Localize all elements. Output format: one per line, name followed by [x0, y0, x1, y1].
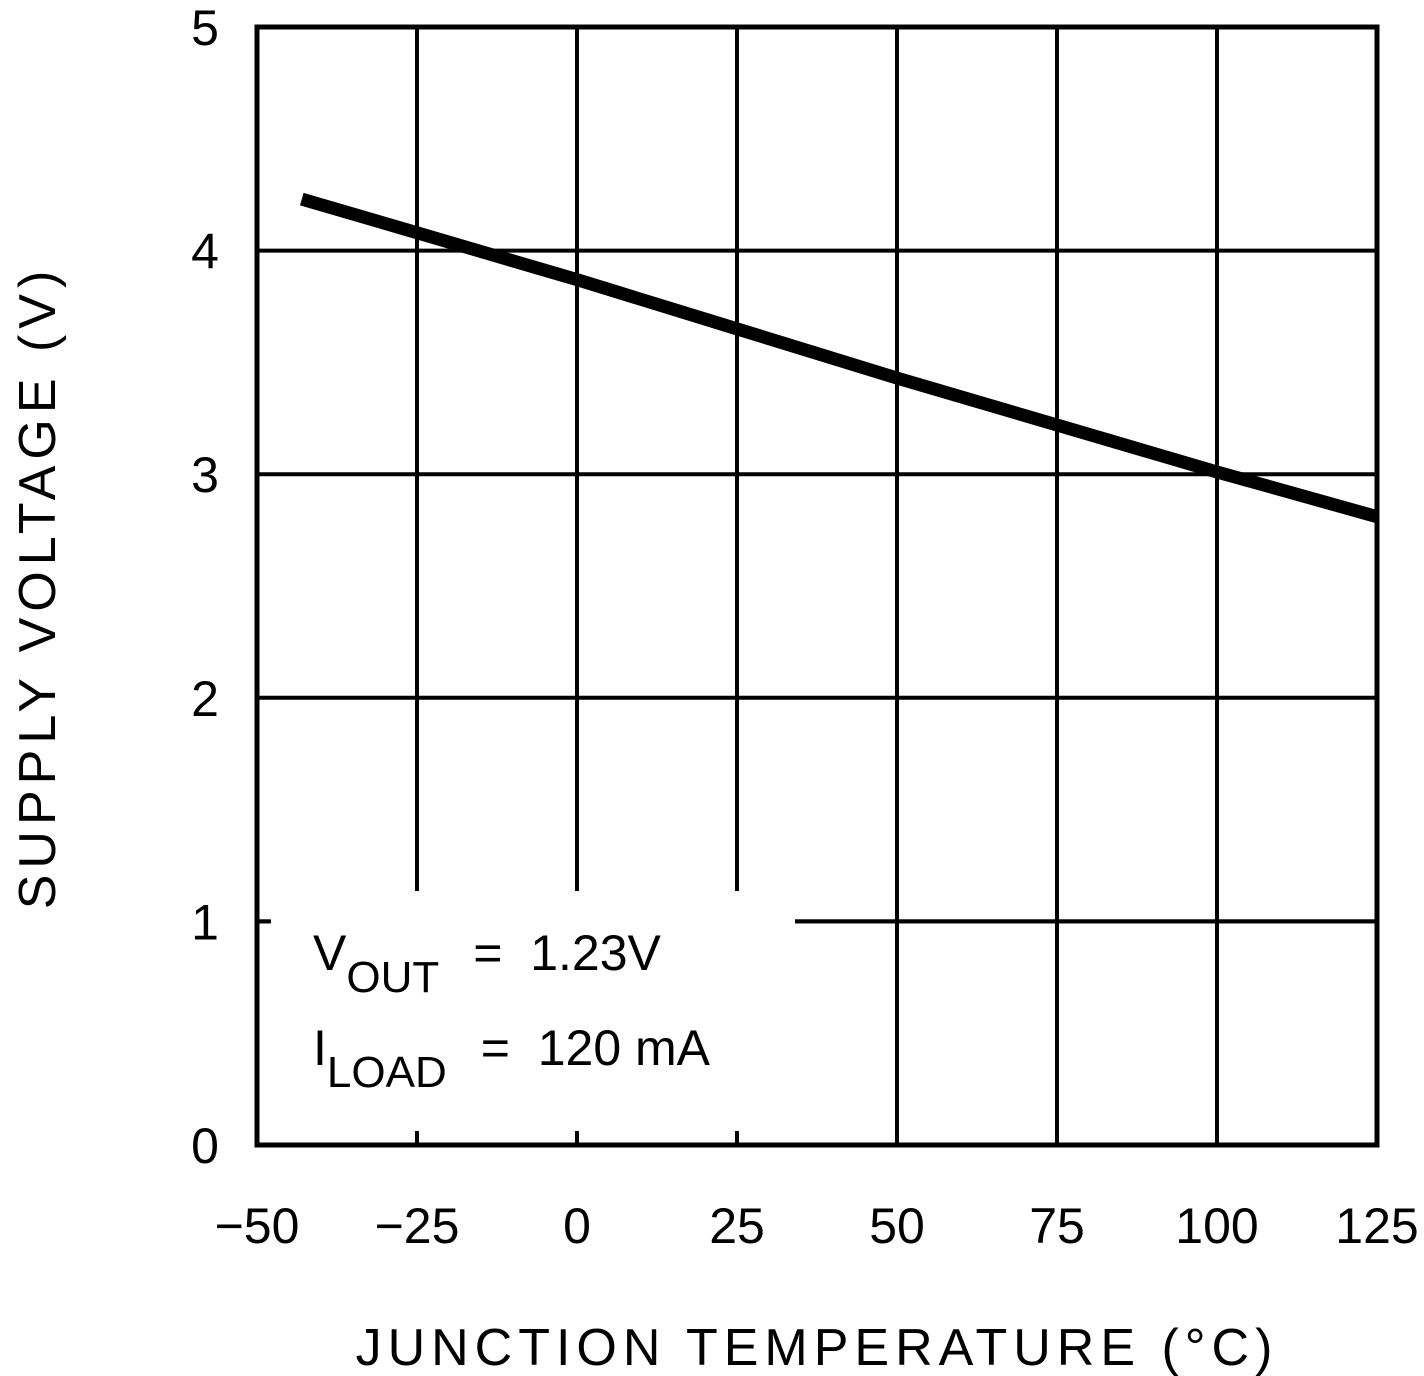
- iload-label: ILOAD = 120 mA: [313, 1020, 711, 1097]
- y-tick-label: 0: [191, 1118, 219, 1174]
- annotation-background: [271, 891, 795, 1145]
- x-axis-title: JUNCTION TEMPERATURE (°C): [356, 1319, 1279, 1376]
- x-tick-label: 0: [563, 1198, 591, 1254]
- x-tick-label: 75: [1029, 1198, 1085, 1254]
- conditions-annotation: VOUT = 1.23V ILOAD = 120 mA: [313, 925, 711, 1097]
- y-tick-label: 2: [191, 671, 219, 727]
- supply-voltage-line: [299, 192, 1379, 523]
- x-tick-label: 125: [1335, 1198, 1418, 1254]
- x-tick-label: 25: [709, 1198, 765, 1254]
- y-tick-labels: 0 1 2 3 4 5: [191, 0, 219, 1174]
- x-tick-label: 50: [869, 1198, 925, 1254]
- vout-label: VOUT = 1.23V: [313, 925, 662, 1002]
- plot-frame: [254, 24, 1380, 1148]
- x-tick-stubs: [257, 919, 1377, 1145]
- x-tick-label: 100: [1175, 1198, 1258, 1254]
- y-tick-label: 4: [191, 224, 219, 280]
- x-tick-label: −25: [375, 1198, 460, 1254]
- x-tick-labels: −50 −25 0 25 50 75 100 125: [215, 1198, 1419, 1254]
- y-tick-label: 1: [191, 894, 219, 950]
- y-axis-title: SUPPLY VOLTAGE (V): [9, 265, 67, 910]
- x-tick-label: −50: [215, 1198, 300, 1254]
- y-tick-label: 3: [191, 447, 219, 503]
- y-tick-label: 5: [191, 0, 219, 56]
